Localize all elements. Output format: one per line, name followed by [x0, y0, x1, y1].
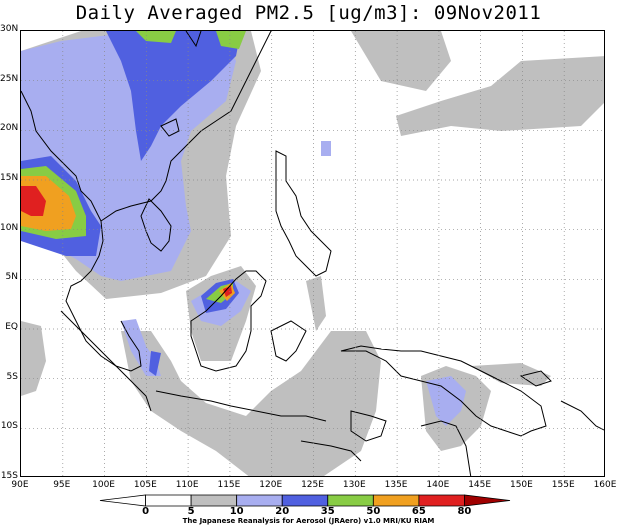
colorbar-level-label: 35 [320, 506, 335, 517]
graticule [21, 31, 604, 476]
colorbar-swatch [236, 494, 283, 507]
lon-tick-label: 140E [426, 480, 450, 490]
colorbar-swatch [145, 494, 192, 507]
colorbar-level-label: 80 [457, 506, 472, 517]
lat-tick-label: 30N [0, 24, 19, 34]
colorbar-level-label: 50 [366, 506, 381, 517]
lat-tick-label: 5N [5, 272, 18, 283]
lon-tick-label: 110E [175, 480, 199, 490]
lat-tick-label: 15N [0, 173, 19, 183]
colorbar-swatch [372, 494, 420, 507]
colorbar-level-label: 20 [275, 506, 290, 517]
colorbar-swatch [281, 494, 329, 507]
colorbar-swatch [418, 494, 465, 507]
colorbar-level-label: 65 [411, 506, 426, 517]
lon-tick-label: 125E [301, 480, 324, 490]
pm25-band-65-80 [21, 186, 232, 297]
lat-tick-label: 20N [0, 123, 19, 134]
lon-tick-label: 100E [92, 480, 115, 490]
lat-tick-label: 25N [0, 73, 19, 84]
lon-tick-label: 115E [217, 480, 241, 490]
credit-text: The Japanese Reanalysis for Aerosol (JRA… [182, 517, 435, 525]
colorbar-swatch [464, 494, 511, 507]
lat-tick-label: 10S [0, 421, 18, 432]
colorbar-swatch [327, 494, 374, 507]
lat-tick-label: EQ [5, 322, 18, 332]
lon-tick-label: 160E [593, 480, 617, 490]
lon-tick-label: 105E [133, 480, 157, 490]
lon-tick-label: 120E [259, 480, 283, 490]
lon-tick-label: 155E [551, 480, 575, 490]
lon-tick-label: 135E [384, 480, 408, 490]
colorbar-swatch [190, 494, 238, 507]
pm25-map [21, 31, 604, 476]
lat-tick-label: 15S [0, 471, 18, 481]
lon-tick-label: 145E [468, 480, 492, 490]
lon-tick-label: 150E [509, 480, 533, 490]
colorbar-level-label: 5 [187, 506, 195, 517]
lat-tick-label: 10N [0, 222, 19, 233]
map-panel [20, 30, 605, 477]
colorbar-level-label: 10 [229, 506, 244, 517]
coastlines [21, 31, 604, 476]
lon-tick-label: 95E [53, 480, 71, 490]
lon-tick-label: 130E [342, 480, 366, 490]
lat-tick-label: 5S [6, 371, 18, 382]
lon-tick-label: 90E [11, 480, 29, 490]
colorbar-swatch [99, 494, 146, 507]
colorbar-level-label: 0 [142, 506, 150, 517]
map-title: Daily Averaged PM2.5 [ug/m3]: 09Nov2011 [75, 2, 542, 24]
